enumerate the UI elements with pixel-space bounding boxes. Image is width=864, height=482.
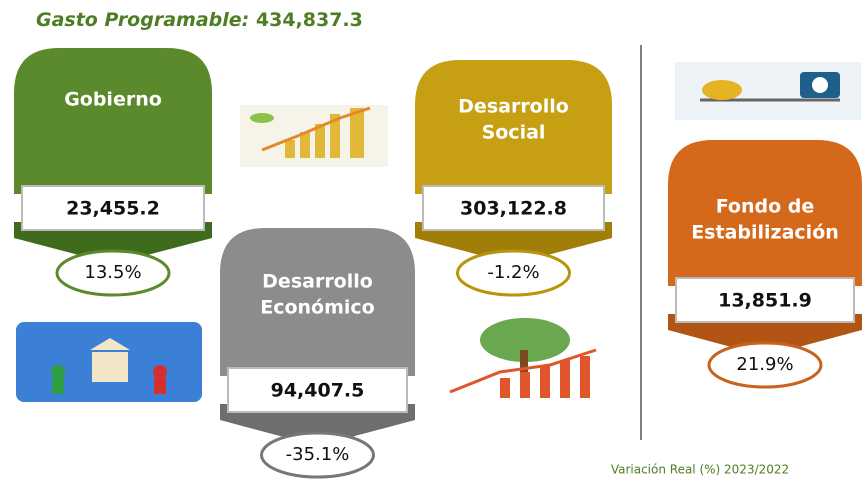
tree-icon [450, 318, 596, 398]
title: Gasto Programable: 434,837.3 [36, 9, 363, 31]
card-name: Fondo de [716, 196, 815, 218]
card-name: Social [482, 122, 546, 144]
amount: 94,407.5 [271, 380, 365, 402]
card-name: Desarrollo [262, 271, 373, 293]
variation: 21.9% [736, 354, 793, 375]
amount: 13,851.9 [718, 290, 812, 312]
card-header [14, 48, 212, 194]
variation: 13.5% [84, 262, 141, 283]
title-label: Gasto Programable [36, 9, 242, 31]
balance-icon [675, 62, 861, 120]
card-name: Estabilización [691, 222, 839, 244]
amount: 23,455.2 [66, 198, 160, 220]
footer-note: Variación Real (%) 2023/2022 [611, 463, 789, 477]
title-colon: : [242, 9, 256, 31]
title-value: 434,837.3 [256, 9, 363, 31]
amount: 303,122.8 [460, 198, 567, 220]
variation: -1.2% [487, 262, 539, 283]
growth-icon [240, 105, 388, 167]
infographic: Gasto Programable: 434,837.3 Variación R… [0, 0, 864, 482]
card-name: Desarrollo [458, 96, 569, 118]
card-name: Gobierno [64, 89, 162, 111]
card-name: Económico [260, 297, 375, 319]
institution-icon [16, 322, 202, 402]
variation: -35.1% [286, 444, 350, 465]
page: Gasto Programable: 434,837.3 Variación R… [0, 0, 864, 482]
